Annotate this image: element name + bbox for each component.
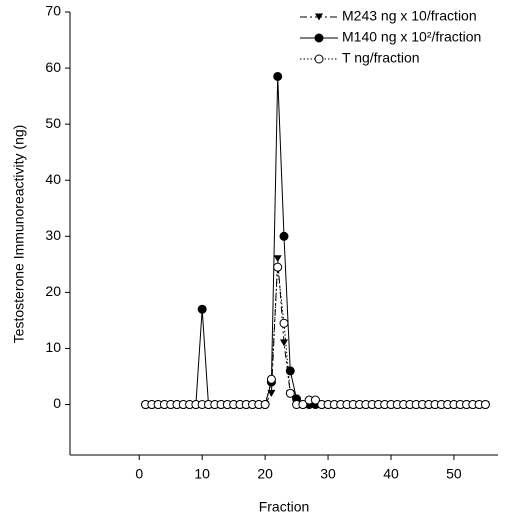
legend-label: M243 ng x 10/fraction	[342, 8, 477, 24]
marker	[285, 388, 295, 398]
y-tick-label: 0	[53, 395, 61, 411]
x-tick-label: 30	[320, 466, 336, 482]
y-axis-label: Testosterone Immunoreactivity (ng)	[11, 125, 27, 344]
marker	[480, 400, 490, 410]
y-tick-label: 70	[45, 3, 61, 19]
legend-label: M140 ng x 10²/fraction	[342, 29, 481, 45]
marker	[266, 374, 276, 384]
marker	[279, 318, 289, 328]
marker	[285, 366, 295, 376]
marker	[267, 389, 276, 397]
x-tick-label: 20	[257, 466, 273, 482]
y-tick-label: 30	[45, 227, 61, 243]
marker	[314, 54, 324, 64]
marker	[280, 339, 288, 347]
y-tick-label: 40	[45, 171, 61, 187]
marker	[197, 304, 207, 314]
marker	[279, 231, 289, 241]
x-axis-label: Fraction	[259, 499, 310, 515]
marker	[314, 33, 324, 43]
marker	[315, 13, 323, 21]
x-tick-label: 50	[446, 466, 462, 482]
marker	[298, 400, 308, 410]
marker	[260, 400, 270, 410]
y-tick-label: 60	[45, 59, 61, 75]
x-tick-label: 40	[383, 466, 399, 482]
y-tick-label: 50	[45, 115, 61, 131]
marker	[273, 255, 282, 263]
marker	[273, 71, 283, 81]
series-line	[145, 267, 486, 406]
x-tick-label: 0	[135, 466, 143, 482]
x-tick-label: 10	[194, 466, 210, 482]
y-tick-label: 10	[45, 339, 61, 355]
y-tick-label: 20	[45, 283, 61, 299]
series-line	[145, 76, 486, 406]
marker	[273, 262, 283, 272]
marker	[310, 395, 320, 405]
series-line	[145, 258, 486, 406]
legend-label: T ng/fraction	[342, 50, 420, 66]
